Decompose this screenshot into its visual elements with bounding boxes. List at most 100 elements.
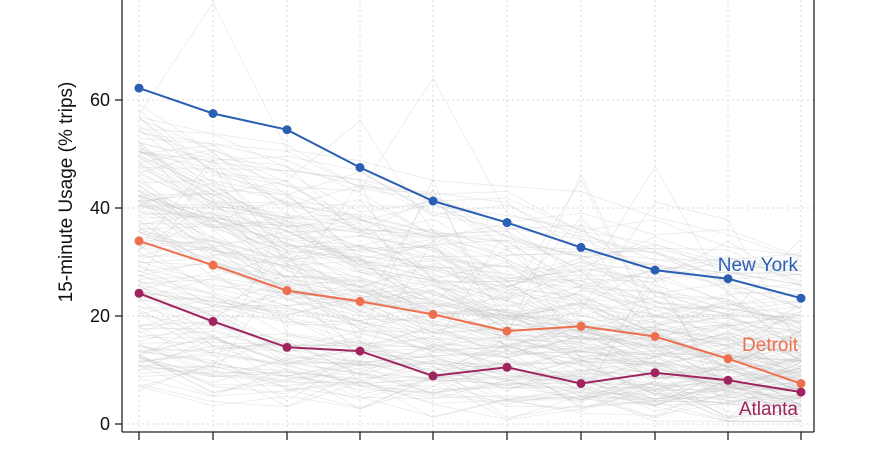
data-point (650, 332, 660, 341)
background-city-line (138, 201, 802, 394)
background-city-line (138, 343, 802, 400)
series-line (138, 292, 802, 394)
y-tick-label: 0 (100, 414, 110, 434)
background-city-line (138, 351, 802, 421)
background-city-line (138, 201, 802, 351)
background-city-line (138, 194, 802, 388)
background-city-line (138, 198, 802, 290)
background-city-line (138, 274, 802, 382)
background-city-line (138, 199, 802, 289)
background-city-line (138, 368, 802, 422)
background-city-line (138, 231, 802, 392)
data-point (355, 163, 365, 172)
background-city-line (138, 308, 802, 390)
background-city-line (138, 364, 801, 422)
background-city-line (138, 227, 802, 370)
data-point (796, 293, 806, 303)
background-city-line (138, 281, 802, 380)
y-tick-label: 60 (90, 90, 110, 110)
background-city-line (138, 178, 802, 387)
background-city-line (138, 285, 802, 387)
background-city-line (138, 197, 802, 326)
background-city-line (138, 280, 802, 390)
background-city-line (138, 194, 802, 336)
background-city-line (138, 184, 802, 390)
background-city-line (138, 132, 802, 276)
background-city-line (138, 290, 802, 400)
background-city-line (138, 175, 802, 384)
data-point (502, 218, 512, 228)
data-point (282, 342, 292, 352)
background-city-line (138, 221, 802, 334)
background-city-line (138, 305, 802, 382)
data-point (796, 387, 806, 397)
background-city-line (138, 298, 802, 382)
data-point (134, 288, 144, 298)
data-point (502, 362, 512, 372)
background-city-line (138, 319, 802, 391)
data-point (650, 368, 660, 378)
background-city-line (138, 365, 802, 404)
background-city-line (138, 349, 802, 418)
background-city-line (138, 167, 802, 328)
background-city-line (138, 284, 802, 410)
background-city-line (138, 354, 802, 407)
data-point (428, 196, 438, 206)
grid (122, 0, 814, 432)
background-city-line (138, 191, 802, 323)
background-city-line (138, 179, 802, 362)
background-city-line (138, 354, 802, 418)
background-city-line (138, 227, 802, 376)
background-city-line (138, 189, 802, 312)
background-city-line (138, 323, 802, 404)
background-city-line (138, 335, 802, 400)
background-city-line (138, 338, 802, 393)
background-city-lines (138, 2, 802, 422)
series-label: Detroit (742, 335, 799, 356)
background-city-line (138, 292, 802, 379)
background-city-line (138, 364, 801, 422)
background-city-line (138, 385, 802, 416)
background-city-line (138, 263, 802, 419)
background-city-line (138, 203, 802, 272)
background-city-line (138, 192, 802, 320)
background-city-line (138, 188, 802, 376)
data-point (355, 346, 365, 356)
background-city-line (138, 313, 802, 403)
data-point (723, 375, 733, 385)
data-point (134, 83, 144, 93)
background-city-line (138, 180, 802, 390)
y-tick-label: 20 (90, 306, 110, 326)
series-new-york: New York (134, 83, 806, 303)
background-city-line (138, 211, 802, 391)
data-point (208, 260, 218, 270)
background-city-line (138, 142, 802, 319)
series-atlanta: Atlanta (134, 288, 806, 420)
background-city-line (138, 173, 802, 354)
background-city-line (138, 151, 802, 322)
data-point (208, 316, 218, 326)
background-city-line (138, 196, 802, 373)
background-city-line (138, 212, 802, 367)
data-point (282, 286, 292, 296)
data-point (428, 309, 438, 319)
background-city-line (138, 252, 802, 341)
data-point (502, 326, 512, 336)
data-point (428, 371, 438, 381)
background-city-line (138, 163, 802, 276)
background-city-line (138, 196, 802, 330)
background-city-line (138, 128, 802, 257)
background-city-line (138, 216, 802, 327)
background-city-line (138, 125, 802, 350)
background-city-line (138, 197, 802, 296)
y-ticks: 0 20 40 60 80 (90, 0, 122, 434)
background-city-line (138, 288, 802, 416)
data-point (723, 274, 733, 284)
y-axis-label: 15-minute Usage (% trips) (56, 82, 77, 303)
background-city-line (138, 205, 802, 330)
background-city-line (138, 182, 802, 283)
background-city-line (138, 152, 802, 271)
background-city-line (138, 330, 802, 395)
y-tick-label: 40 (90, 198, 110, 218)
